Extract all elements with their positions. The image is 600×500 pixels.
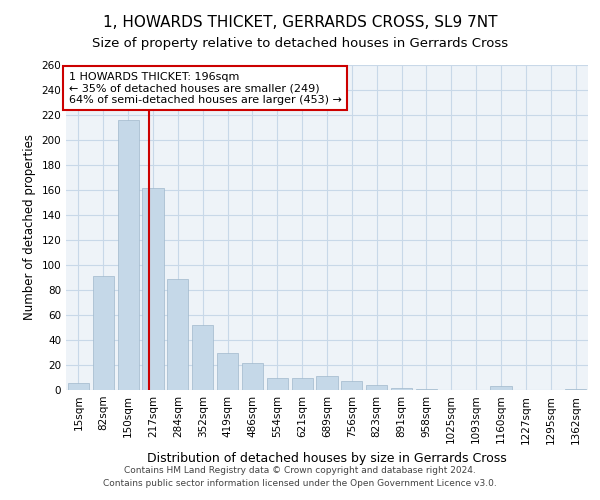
Bar xyxy=(167,279,188,390)
Bar xyxy=(192,325,213,390)
X-axis label: Distribution of detached houses by size in Gerrards Cross: Distribution of detached houses by size … xyxy=(147,452,507,465)
Bar xyxy=(366,385,387,390)
Bar xyxy=(68,382,89,390)
Text: Size of property relative to detached houses in Gerrards Cross: Size of property relative to detached ho… xyxy=(92,38,508,51)
Text: 1, HOWARDS THICKET, GERRARDS CROSS, SL9 7NT: 1, HOWARDS THICKET, GERRARDS CROSS, SL9 … xyxy=(103,15,497,30)
Bar xyxy=(490,386,512,390)
Bar xyxy=(565,389,586,390)
Y-axis label: Number of detached properties: Number of detached properties xyxy=(23,134,36,320)
Text: Contains HM Land Registry data © Crown copyright and database right 2024.
Contai: Contains HM Land Registry data © Crown c… xyxy=(103,466,497,487)
Text: 1 HOWARDS THICKET: 196sqm
← 35% of detached houses are smaller (249)
64% of semi: 1 HOWARDS THICKET: 196sqm ← 35% of detac… xyxy=(68,72,341,104)
Bar xyxy=(142,188,164,390)
Bar xyxy=(316,376,338,390)
Bar xyxy=(118,120,139,390)
Bar xyxy=(391,388,412,390)
Bar xyxy=(242,362,263,390)
Bar xyxy=(292,378,313,390)
Bar xyxy=(416,389,437,390)
Bar xyxy=(217,352,238,390)
Bar xyxy=(93,276,114,390)
Bar xyxy=(267,378,288,390)
Bar xyxy=(341,381,362,390)
